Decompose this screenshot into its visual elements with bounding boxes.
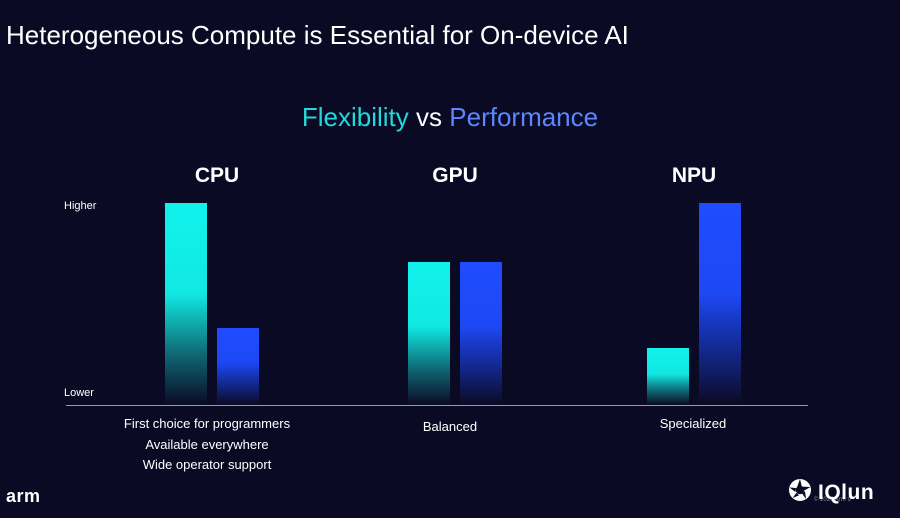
cpu-description-line: First choice for programmers — [123, 416, 291, 431]
aperture-icon — [788, 478, 812, 507]
category-label-npu: NPU — [671, 164, 717, 187]
bar-npu-performance — [699, 203, 741, 405]
bar-gpu-flexibility — [408, 262, 450, 405]
page-number: 9 — [847, 497, 851, 503]
bar-cpu-flexibility — [165, 203, 207, 405]
cpu-description-line: Available everywhere — [145, 436, 269, 452]
npu-description: Specialized — [573, 414, 813, 435]
watermark: IQlun — [788, 478, 874, 507]
copyright-text: © 2025 Arm — [814, 497, 846, 503]
bar-npu-flexibility — [647, 348, 689, 405]
gpu-description-line: Balanced — [422, 419, 478, 434]
x-axis-line — [66, 405, 808, 406]
arm-logo: arm — [6, 486, 41, 506]
bar-cpu-performance — [217, 328, 259, 405]
chart-title-performance: Performance — [449, 102, 599, 132]
chart-title-flexibility: Flexibility — [301, 102, 409, 132]
category-label-cpu: CPU — [194, 164, 240, 187]
category-label-gpu: GPU — [432, 164, 478, 187]
npu-description-line: Specialized — [659, 416, 727, 431]
cpu-description-line: Wide operator support — [142, 457, 272, 472]
footer-copyright: © 2025 Arm 9 — [814, 497, 851, 503]
y-tick-label-higher: Higher — [64, 200, 97, 212]
y-tick-label-lower: Lower — [64, 387, 94, 399]
cpu-description: First choice for programmers Available e… — [87, 414, 327, 476]
watermark-text: IQlun — [818, 480, 875, 504]
chart-title: Flexibility vs Performance — [0, 102, 900, 133]
bar-gpu-performance — [460, 262, 502, 405]
gpu-description: Balanced — [330, 417, 570, 438]
chart-title-vs: vs — [416, 102, 443, 132]
slide-title: Heterogeneous Compute is Essential for O… — [6, 20, 629, 50]
